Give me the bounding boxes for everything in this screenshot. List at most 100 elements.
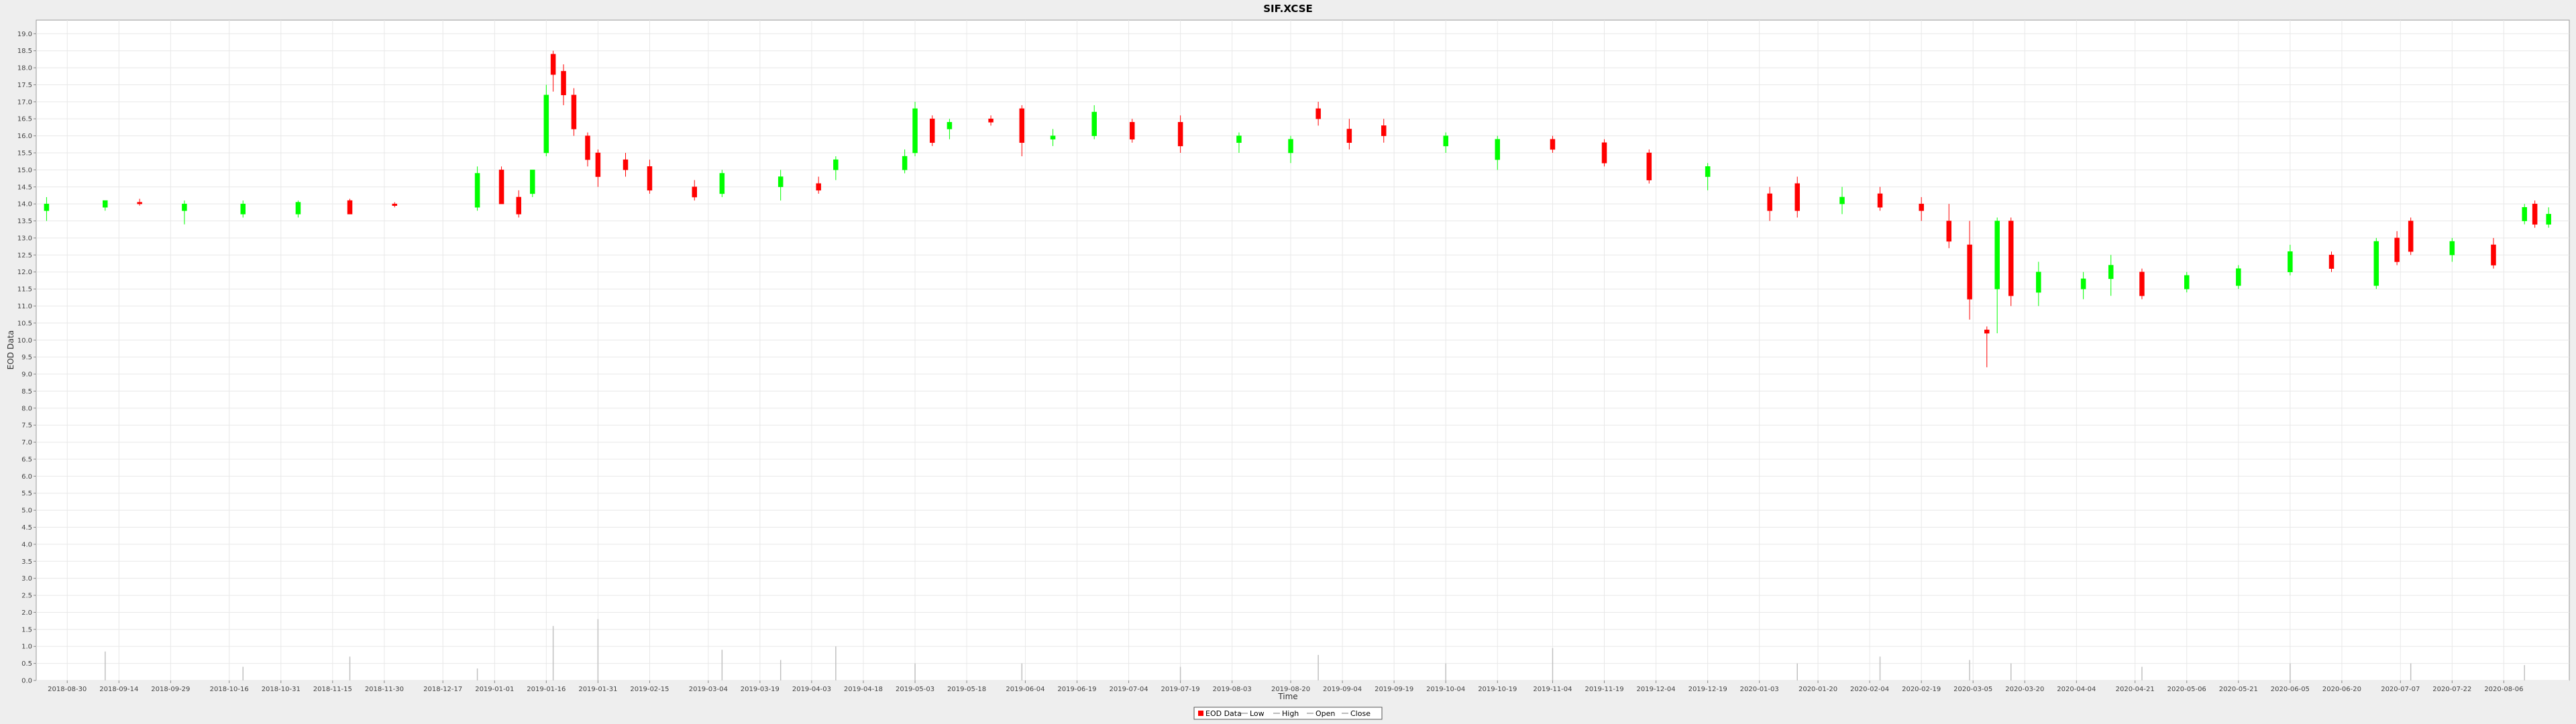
y-tick-label: 7.0 — [21, 439, 32, 446]
y-tick-label: 10.0 — [17, 337, 32, 345]
y-tick-label: 2.0 — [21, 609, 32, 617]
candle-body — [1877, 193, 1883, 208]
candle-body — [2288, 251, 2293, 272]
candle-body — [1381, 125, 1387, 136]
x-tick-label: 2020-04-04 — [2057, 686, 2096, 693]
candle-body — [2184, 275, 2190, 290]
candle-body — [2546, 214, 2551, 225]
candle-body — [182, 203, 187, 211]
candle-body — [1984, 329, 1990, 334]
candle-body — [2080, 278, 2086, 290]
candle-body — [1236, 135, 1242, 143]
x-tick-label: 2019-12-19 — [1688, 686, 1727, 693]
candle-body — [1946, 221, 1952, 242]
candle-body — [2328, 255, 2334, 269]
candle-body — [692, 186, 697, 198]
candle-body — [1705, 166, 1711, 177]
x-tick-label: 2018-12-17 — [423, 686, 462, 693]
candle-body — [647, 166, 653, 191]
legend-box — [1193, 707, 1383, 720]
y-tick-label: 10.5 — [17, 320, 32, 327]
y-tick-label: 17.5 — [17, 82, 32, 89]
legend-label: Low — [1250, 709, 1265, 718]
y-tick-label: 16.0 — [17, 133, 32, 140]
y-tick-label: 5.0 — [21, 507, 32, 515]
x-tick-label: 2019-01-16 — [527, 686, 566, 693]
y-tick-label: 12.0 — [17, 269, 32, 276]
x-tick-label: 2019-05-18 — [947, 686, 986, 693]
candle-body — [1767, 193, 1772, 211]
candle-body — [1794, 183, 1800, 211]
candle-body — [1091, 111, 1097, 136]
y-tick-label: 9.5 — [21, 354, 32, 361]
candle-body — [571, 95, 577, 129]
y-tick-label: 6.0 — [21, 473, 32, 481]
candle-body — [623, 159, 629, 170]
x-axis-label: Time — [1277, 692, 1297, 701]
x-tick-label: 2020-04-21 — [2116, 686, 2155, 693]
x-tick-label: 2020-03-05 — [1953, 686, 1992, 693]
x-tick-label: 2020-07-22 — [2432, 686, 2471, 693]
x-tick-label: 2018-10-16 — [210, 686, 249, 693]
candle-body — [1550, 139, 1556, 150]
y-tick-label: 16.5 — [17, 116, 32, 123]
y-tick-label: 0.0 — [21, 678, 32, 685]
y-tick-label: 14.5 — [17, 184, 32, 191]
y-tick-label: 6.5 — [21, 456, 32, 463]
candle-body — [912, 108, 918, 154]
y-tick-label: 3.0 — [21, 575, 32, 583]
x-tick-label: 2019-07-19 — [1161, 686, 1200, 693]
x-tick-label: 2020-02-19 — [1902, 686, 1941, 693]
legend-swatch — [1198, 711, 1203, 716]
x-tick-label: 2019-09-04 — [1323, 686, 1362, 693]
legend-label: Close — [1350, 709, 1371, 718]
candle-body — [2408, 221, 2414, 252]
x-tick-label: 2019-04-18 — [844, 686, 883, 693]
candle-body — [719, 173, 725, 194]
x-tick-label: 2019-03-19 — [741, 686, 780, 693]
x-tick-label: 2019-10-19 — [1478, 686, 1517, 693]
x-tick-label: 2020-08-06 — [2484, 686, 2523, 693]
y-tick-label: 9.0 — [21, 371, 32, 379]
candle-body — [947, 122, 953, 129]
x-tick-label: 2019-04-03 — [792, 686, 831, 693]
x-tick-label: 2020-06-05 — [2271, 686, 2310, 693]
candle-body — [1177, 122, 1183, 147]
candle-body — [2522, 207, 2527, 221]
x-tick-label: 2020-01-20 — [1799, 686, 1837, 693]
candle-body — [2449, 241, 2455, 255]
x-tick-label: 2019-08-20 — [1271, 686, 1310, 693]
y-tick-label: 11.5 — [17, 286, 32, 294]
x-tick-label: 2018-09-29 — [151, 686, 190, 693]
x-tick-label: 2019-01-01 — [475, 686, 514, 693]
x-tick-label: 2020-01-03 — [1740, 686, 1779, 693]
x-tick-label: 2020-05-06 — [2167, 686, 2206, 693]
x-tick-label: 2019-09-19 — [1375, 686, 1413, 693]
candle-body — [1443, 135, 1448, 147]
plot-area — [36, 19, 2570, 681]
candle-body — [929, 118, 935, 143]
x-tick-label: 2018-09-14 — [99, 686, 138, 693]
candle-body — [474, 173, 480, 208]
candle-body — [595, 152, 601, 177]
x-tick-label: 2019-10-04 — [1426, 686, 1465, 693]
y-tick-label: 8.0 — [21, 405, 32, 412]
candle-body — [1346, 129, 1352, 143]
y-tick-label: 17.0 — [17, 99, 32, 106]
x-tick-label: 2020-02-04 — [1850, 686, 1889, 693]
candle-body — [1288, 139, 1293, 154]
candle-body — [498, 170, 504, 204]
candle-body — [2036, 272, 2041, 293]
y-tick-label: 2.5 — [21, 593, 32, 600]
candle-body — [2373, 241, 2379, 286]
y-tick-label: 15.5 — [17, 150, 32, 158]
candle-body — [347, 200, 353, 215]
y-tick-label: 13.0 — [17, 235, 32, 242]
x-tick-label: 2020-06-20 — [2322, 686, 2361, 693]
candle-body — [833, 159, 839, 170]
x-tick-label: 2020-07-07 — [2381, 686, 2420, 693]
y-tick-label: 12.5 — [17, 252, 32, 259]
candle-body — [1919, 203, 1924, 211]
x-tick-label: 2020-03-20 — [2005, 686, 2044, 693]
